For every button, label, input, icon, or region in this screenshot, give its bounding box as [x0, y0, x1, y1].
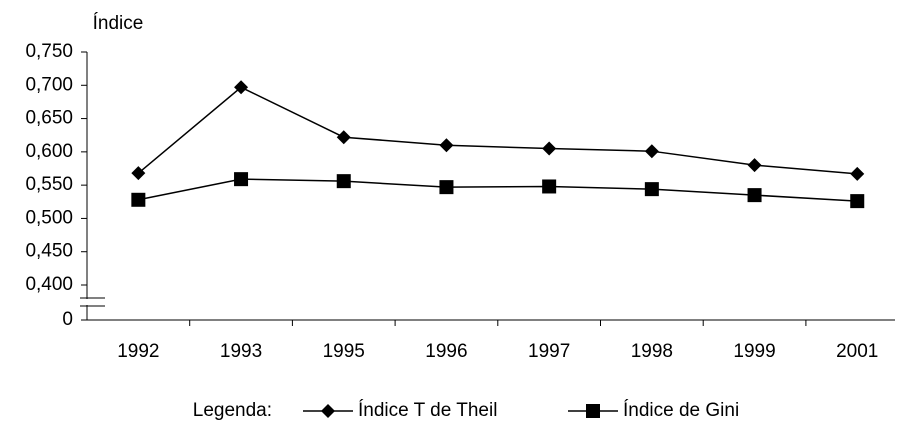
- x-tick-label: 1997: [528, 341, 570, 362]
- data-point: [644, 144, 659, 159]
- legend-title: Legenda:: [193, 400, 272, 421]
- y-tick-label: 0,600: [25, 141, 73, 162]
- data-point: [234, 80, 249, 95]
- data-point: [336, 130, 351, 145]
- data-point: [131, 166, 146, 181]
- x-tick-label: 1995: [323, 341, 365, 362]
- y-tick-label: 0,750: [25, 41, 73, 62]
- x-tick-label: 1993: [220, 341, 262, 362]
- x-tick-label: 1992: [117, 341, 159, 362]
- data-point: [644, 182, 659, 197]
- y-tick-label: 0: [62, 309, 73, 330]
- data-point: [336, 174, 351, 189]
- data-point: [747, 188, 762, 203]
- legend-marker: [586, 404, 600, 418]
- data-point: [542, 179, 557, 194]
- y-tick-label: 0,450: [25, 241, 73, 262]
- x-tick-label: 1998: [631, 341, 673, 362]
- legend-label: Índice T de Theil: [358, 400, 497, 421]
- axis-break-gap: [86, 299, 89, 305]
- legend-label: Índice de Gini: [623, 400, 739, 421]
- y-tick-label: 0,650: [25, 108, 73, 129]
- x-tick-label: 1996: [425, 341, 467, 362]
- legend-marker: [321, 404, 335, 418]
- y-tick-label: 0,700: [25, 74, 73, 95]
- data-point: [131, 192, 146, 207]
- y-tick-label: 0,500: [25, 207, 73, 228]
- y-tick-label: 0,400: [25, 274, 73, 295]
- x-tick-label: 1999: [733, 341, 775, 362]
- series-line: [138, 178, 858, 202]
- data-point: [850, 166, 865, 181]
- y-tick-label: 0,550: [25, 174, 73, 195]
- data-point: [542, 141, 557, 156]
- y-axis-label: Índice: [93, 13, 144, 34]
- data-point: [850, 194, 865, 209]
- x-tick-label: 2001: [836, 341, 878, 362]
- data-point: [439, 138, 454, 153]
- data-point: [747, 158, 762, 173]
- data-point: [439, 180, 454, 195]
- data-point: [234, 172, 249, 187]
- series-line: [137, 86, 858, 175]
